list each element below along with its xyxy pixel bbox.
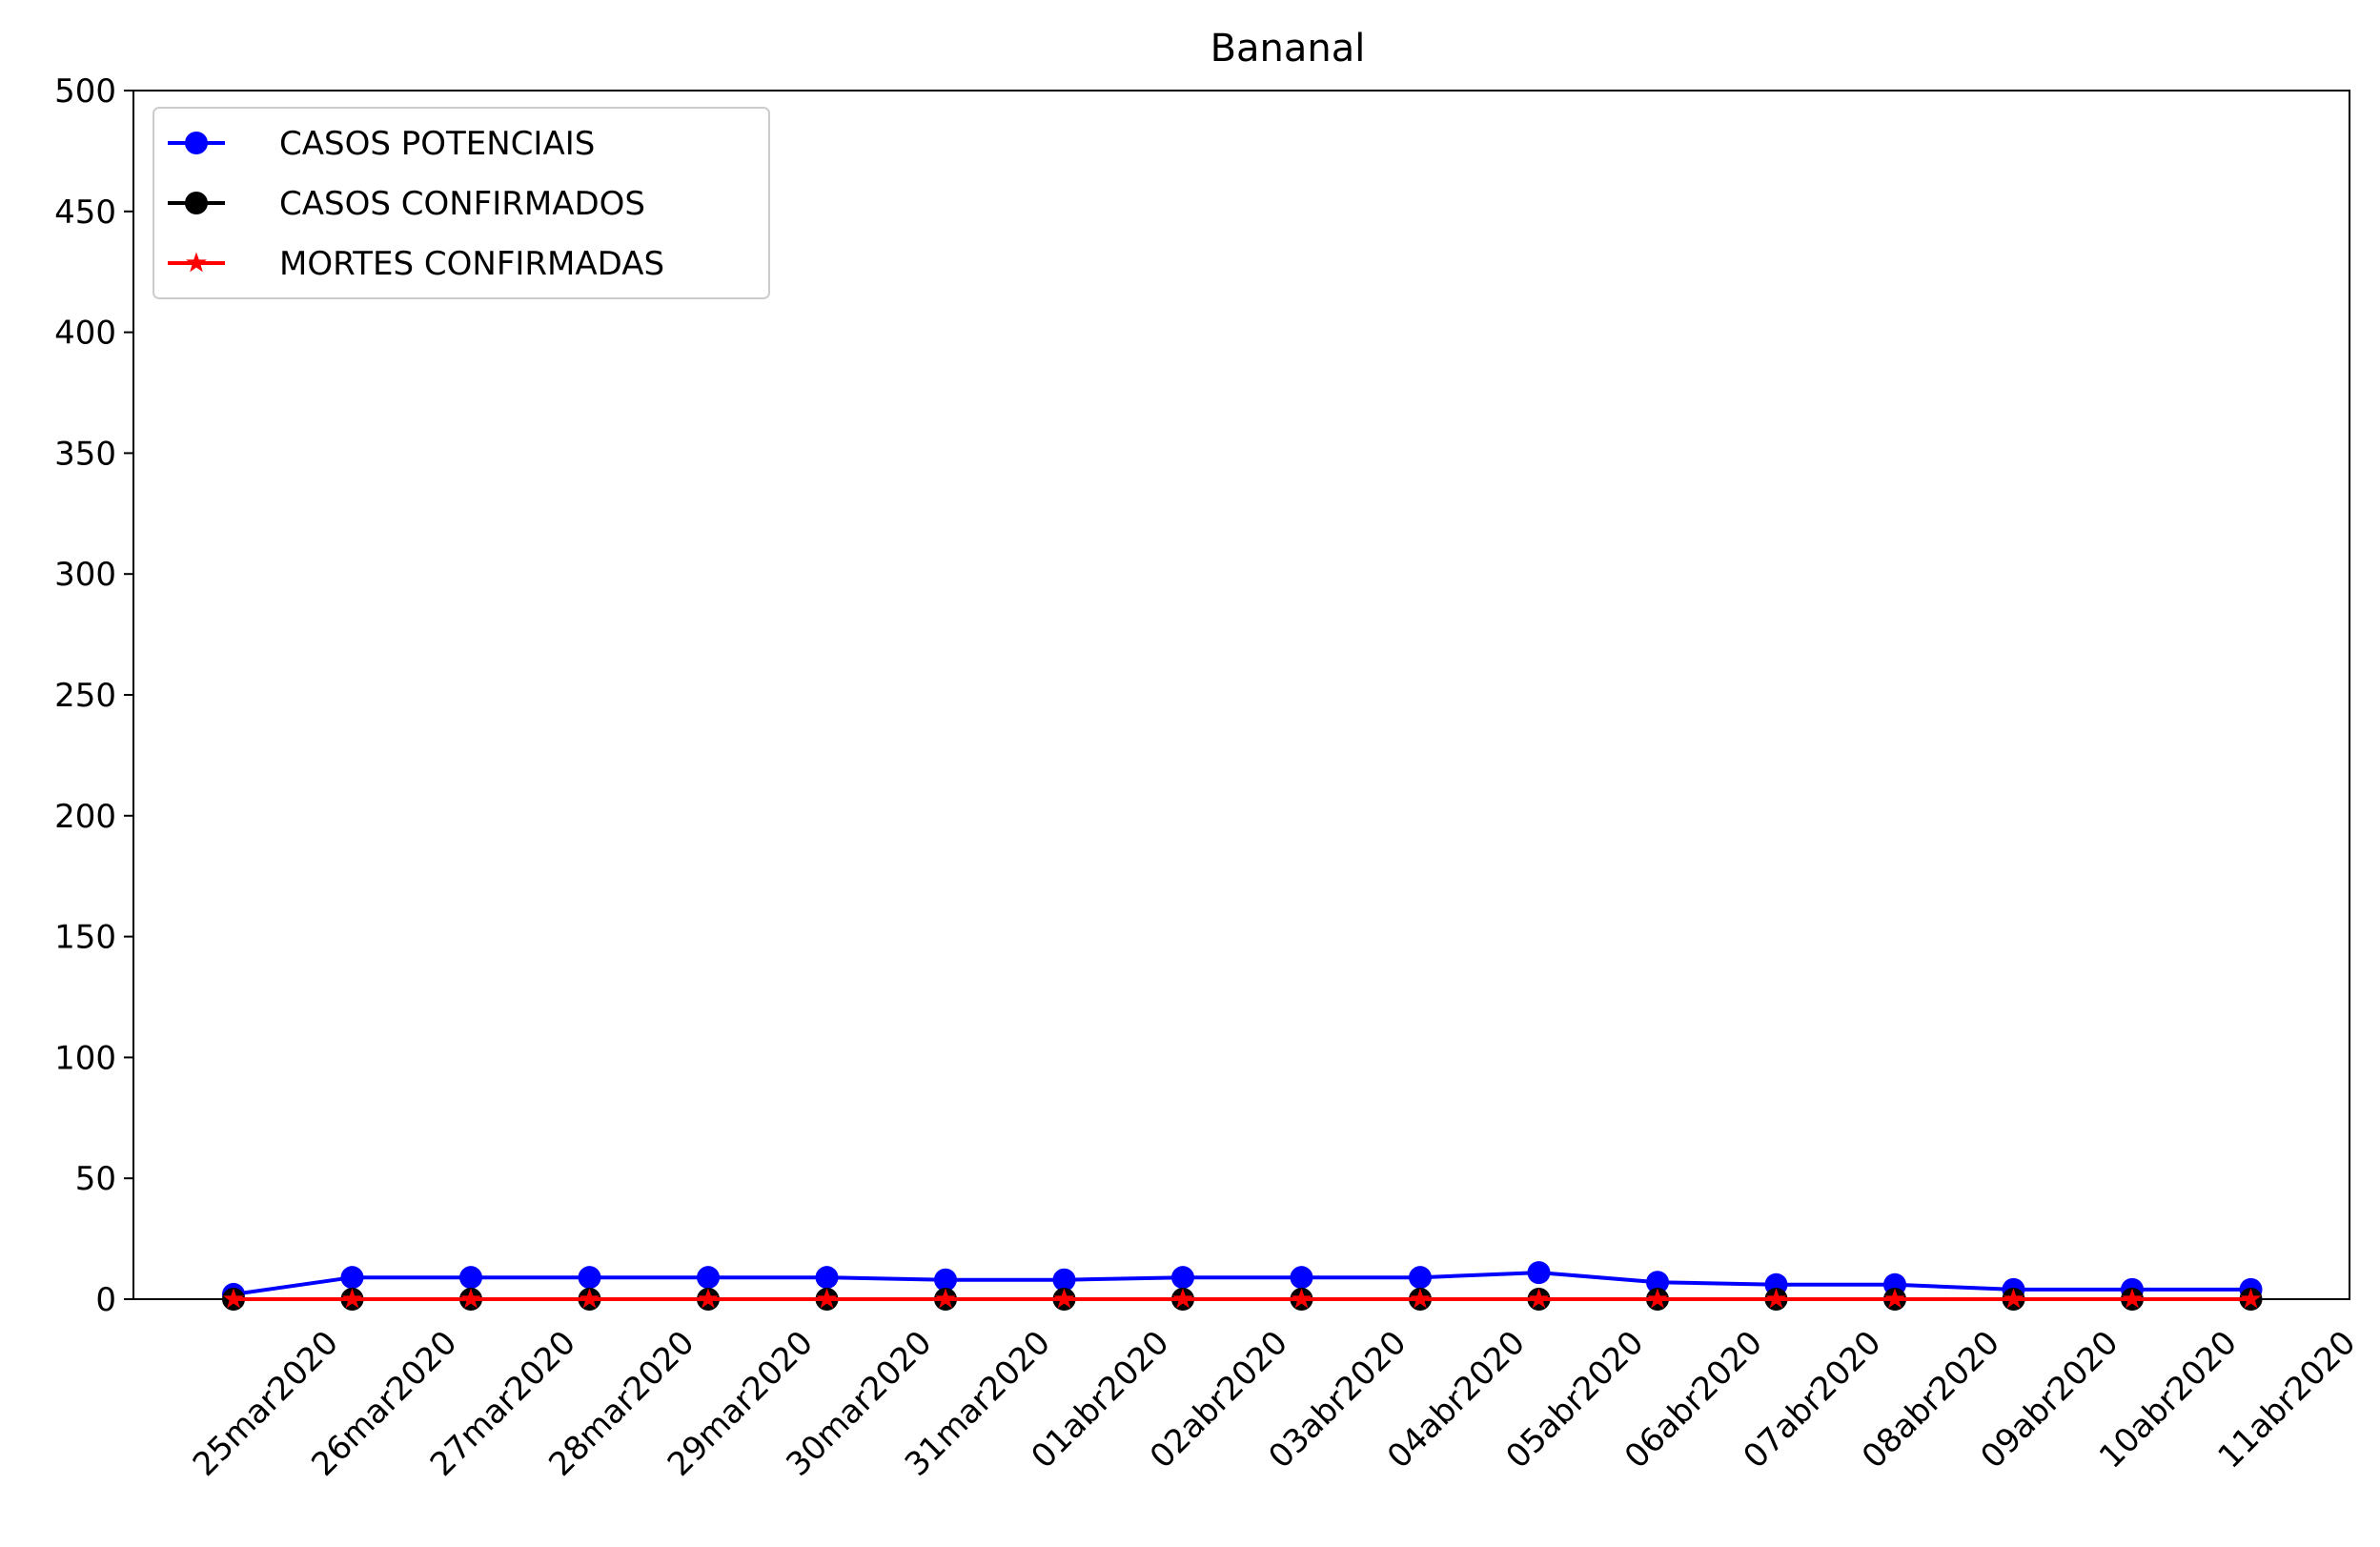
data-point: [1053, 1288, 1075, 1309]
y-tick-label: 0: [95, 1281, 116, 1319]
y-tick-label: 300: [54, 556, 116, 594]
y-tick-label: 250: [54, 677, 116, 715]
data-point: [460, 1288, 481, 1309]
data-point: [1527, 1261, 1551, 1285]
legend-swatch-marker: [185, 132, 208, 154]
data-point: [1290, 1266, 1313, 1290]
data-point: [1765, 1288, 1787, 1309]
y-tick-label: 100: [54, 1039, 116, 1077]
data-point: [223, 1288, 244, 1309]
data-point: [698, 1288, 719, 1309]
y-tick-label: 150: [54, 919, 116, 957]
data-point: [1647, 1288, 1668, 1309]
legend-label: MORTES CONFIRMADAS: [279, 245, 664, 283]
data-point: [1409, 1266, 1432, 1290]
legend-entry: CASOS POTENCIAIS: [168, 125, 595, 163]
data-point: [934, 1268, 957, 1292]
legend-label: CASOS POTENCIAIS: [279, 125, 595, 163]
data-point: [2122, 1288, 2143, 1309]
data-point: [2240, 1288, 2262, 1309]
series-line: [233, 1271, 2251, 1296]
data-point: [1172, 1288, 1193, 1309]
data-point: [341, 1288, 363, 1309]
y-tick-label: 500: [54, 72, 116, 111]
legend-entry: CASOS CONFIRMADOS: [168, 185, 645, 223]
series-3: [223, 1288, 2262, 1309]
y-tick-label: 400: [54, 315, 116, 353]
legend-swatch-marker: [186, 252, 207, 273]
legend-label: CASOS CONFIRMADOS: [279, 185, 645, 223]
data-point: [1410, 1288, 1431, 1309]
y-tick-label: 50: [75, 1160, 116, 1198]
data-point: [578, 1266, 601, 1290]
data-point: [1171, 1266, 1194, 1290]
data-point: [816, 1288, 838, 1309]
legend-swatch-marker: [185, 192, 208, 214]
legend: CASOS POTENCIAIS CASOS CONFIRMADOS MORTES …: [153, 107, 770, 299]
data-point: [1884, 1288, 1905, 1309]
series-group: [222, 1261, 2263, 1311]
data-point: [697, 1266, 720, 1290]
data-point: [1291, 1288, 1312, 1309]
data-point: [579, 1288, 600, 1309]
y-tick-label: 450: [54, 193, 116, 232]
data-point: [2003, 1288, 2024, 1309]
data-point: [1052, 1268, 1076, 1292]
data-point: [935, 1288, 956, 1309]
data-point: [1646, 1271, 1669, 1294]
legend-entry: MORTES CONFIRMADAS: [168, 245, 664, 283]
data-point: [459, 1266, 482, 1290]
data-point: [1528, 1288, 1550, 1309]
y-tick-label: 200: [54, 798, 116, 836]
data-point: [815, 1266, 839, 1290]
legend-box: [153, 107, 770, 299]
data-point: [340, 1266, 364, 1290]
chart-title: Bananal: [1210, 27, 1366, 71]
y-tick-label: 350: [54, 435, 116, 473]
